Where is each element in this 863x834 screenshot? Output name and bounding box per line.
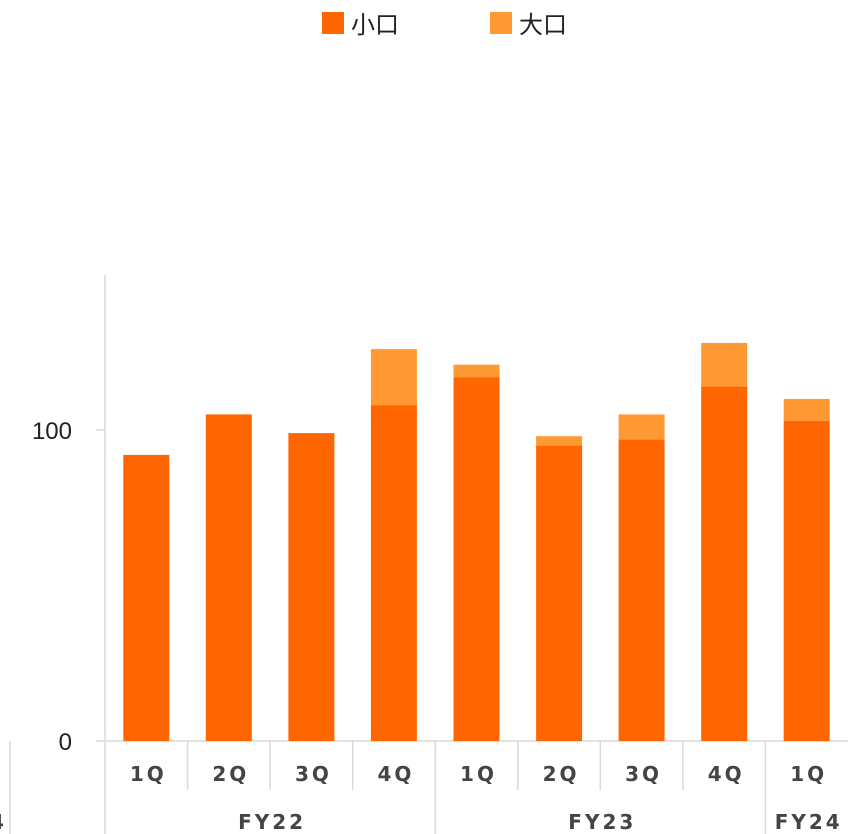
bar-small-3 (370, 405, 417, 741)
x-tick-label-5: 2Q (543, 762, 580, 786)
bars (123, 342, 830, 741)
x-tick-label-6: 3Q (625, 762, 662, 786)
legend: 小口 大口 (322, 11, 567, 39)
bar-small-2 (288, 433, 335, 741)
y-tick-label-0: 0 (59, 729, 72, 756)
category-dividers (104, 741, 767, 834)
group-label-fy24: FY24 (775, 810, 843, 834)
bar-small-7 (701, 386, 748, 741)
bar-large-7 (701, 342, 748, 387)
bar-small-4 (453, 377, 500, 741)
legend-swatch-large (490, 12, 512, 34)
bar-large-3 (370, 349, 417, 406)
bar-large-5 (536, 436, 583, 446)
bar-large-8 (783, 398, 830, 421)
x-tick-label-7: 4Q (708, 762, 745, 786)
bar-small-8 (783, 420, 830, 741)
group-label-fy22: FY22 (238, 810, 306, 834)
x-tick-label-3: 4Q (377, 762, 414, 786)
x-tick-label-2: 3Q (295, 762, 332, 786)
x-tick-label-4: 1Q (460, 762, 497, 786)
legend-label-large: 大口 (519, 11, 567, 39)
y-tick-label-100: 100 (32, 418, 72, 445)
category-labels: 1Q 2Q 3Q 4Q 1Q 2Q 3Q 4Q 1Q (130, 762, 827, 786)
x-tick-label-8: 1Q (790, 762, 827, 786)
group-labels: FY22 FY23 FY24 (238, 810, 843, 834)
bar-small-0 (123, 454, 170, 741)
x-truncated-label: 4 (0, 810, 7, 834)
group-label-fy23: FY23 (568, 810, 636, 834)
y-axis: 0 100 (32, 275, 106, 756)
x-axis: 4 (0, 740, 848, 834)
bar-small-5 (536, 445, 583, 741)
x-tick-label-0: 1Q (130, 762, 167, 786)
bar-large-6 (618, 414, 665, 440)
bar-small-6 (618, 439, 665, 741)
legend-swatch-small (322, 12, 344, 34)
bar-small-1 (205, 414, 252, 741)
bar-large-4 (453, 364, 500, 378)
x-tick-label-1: 2Q (212, 762, 249, 786)
legend-label-small: 小口 (351, 11, 399, 39)
